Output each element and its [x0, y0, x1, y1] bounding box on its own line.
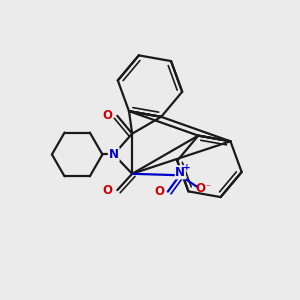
Text: O: O: [195, 182, 205, 195]
Text: O: O: [102, 109, 112, 122]
Text: ⁻: ⁻: [205, 184, 210, 194]
Text: O: O: [102, 184, 112, 196]
Text: +: +: [183, 163, 191, 172]
Text: N: N: [175, 166, 185, 179]
Text: O: O: [154, 184, 164, 197]
Text: N: N: [109, 148, 119, 161]
